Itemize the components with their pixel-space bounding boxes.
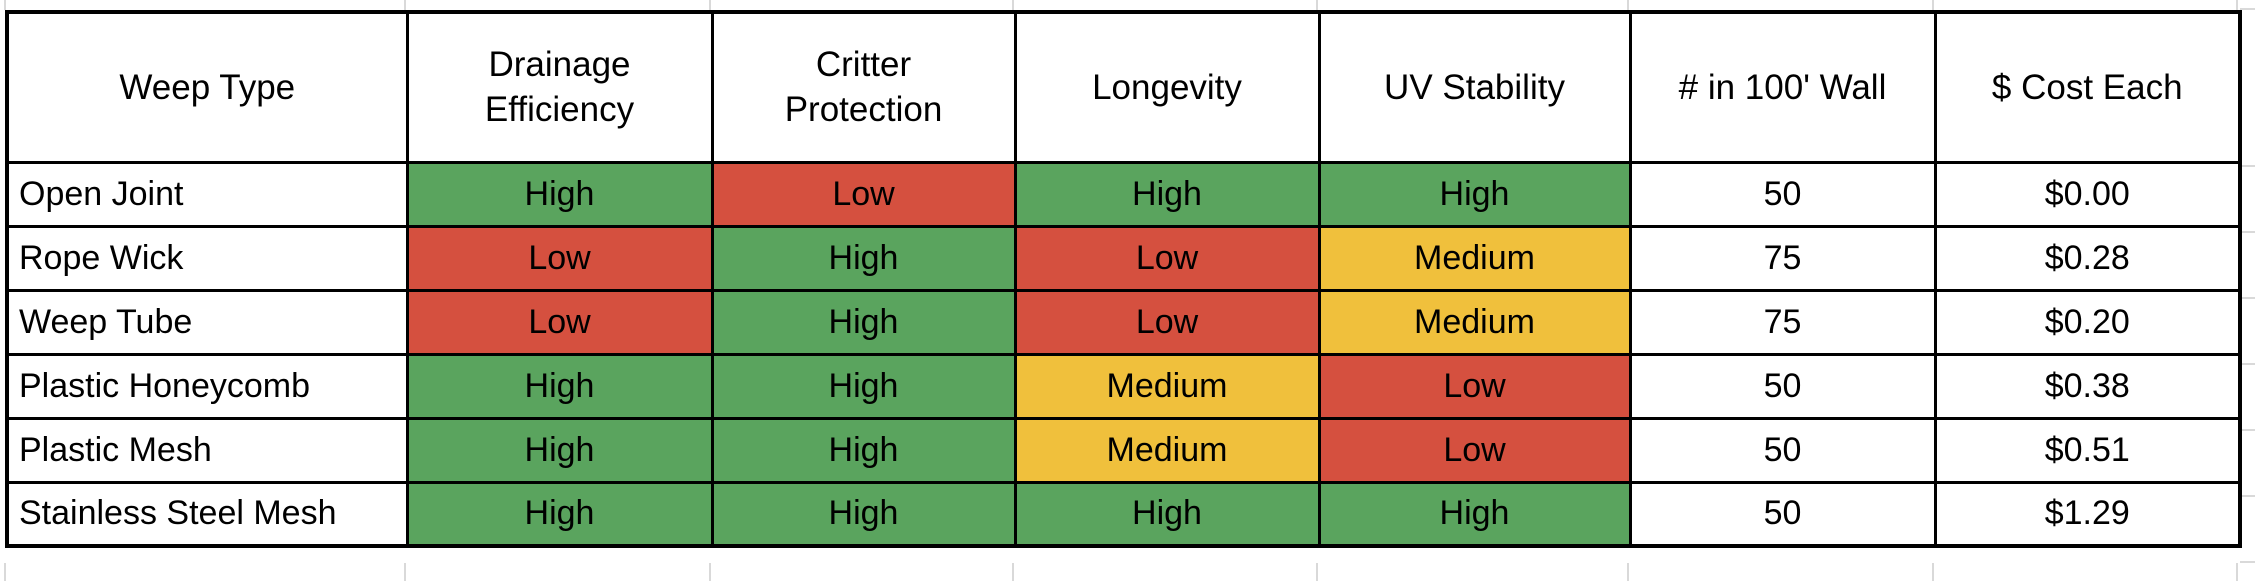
- weep-comparison-table: Weep Type Drainage Efficiency Critter Prot…: [5, 10, 2242, 548]
- cell-uv-stability[interactable]: Medium: [1317, 288, 1632, 356]
- spreadsheet-gridline: [1012, 0, 1014, 10]
- cell-longevity[interactable]: High: [1013, 160, 1321, 228]
- spreadsheet-gridline: [2240, 297, 2255, 299]
- cell-uv-stability[interactable]: Low: [1317, 416, 1632, 484]
- cell-weep-type[interactable]: Rope Wick: [5, 224, 409, 292]
- spreadsheet-gridline: [1012, 563, 1014, 581]
- cell-cost-each[interactable]: $1.29: [1933, 480, 2242, 548]
- cell-longevity[interactable]: Medium: [1013, 352, 1321, 420]
- table-row: Weep Tube Low High Low Medium 75 $0.20: [5, 288, 2242, 356]
- spreadsheet-gridline: [1316, 0, 1318, 10]
- cell-cost-each[interactable]: $0.00: [1933, 160, 2242, 228]
- cell-drainage-efficiency[interactable]: High: [405, 416, 714, 484]
- cell-weep-type[interactable]: Plastic Honeycomb: [5, 352, 409, 420]
- spreadsheet-gridline: [1932, 0, 1934, 10]
- header-num-in-100ft-wall[interactable]: # in 100' Wall: [1628, 10, 1937, 164]
- cell-longevity[interactable]: Low: [1013, 288, 1321, 356]
- cell-num-in-100ft-wall[interactable]: 75: [1628, 288, 1937, 356]
- spreadsheet-gridline: [1627, 563, 1629, 581]
- cell-num-in-100ft-wall[interactable]: 75: [1628, 224, 1937, 292]
- cell-longevity[interactable]: Medium: [1013, 416, 1321, 484]
- table-row: Plastic Honeycomb High High Medium Low 50 $0.3…: [5, 352, 2242, 420]
- spreadsheet-gridline: [709, 0, 711, 10]
- spreadsheet-gridline: [4, 0, 6, 10]
- cell-longevity[interactable]: Low: [1013, 224, 1321, 292]
- header-cost-each[interactable]: $ Cost Each: [1933, 10, 2242, 164]
- cell-longevity[interactable]: High: [1013, 480, 1321, 548]
- spreadsheet-gridline: [1316, 563, 1318, 581]
- header-row: Weep Type Drainage Efficiency Critter Prot…: [5, 10, 2242, 164]
- spreadsheet-gridline: [2240, 231, 2255, 233]
- cell-weep-type[interactable]: Stainless Steel Mesh: [5, 480, 409, 548]
- spreadsheet-gridline: [2240, 561, 2255, 563]
- cell-drainage-efficiency[interactable]: Low: [405, 288, 714, 356]
- cell-drainage-efficiency[interactable]: High: [405, 160, 714, 228]
- cell-num-in-100ft-wall[interactable]: 50: [1628, 416, 1937, 484]
- cell-critter-protection[interactable]: High: [710, 288, 1017, 356]
- spreadsheet-gridline: [2236, 0, 2238, 10]
- cell-uv-stability[interactable]: Low: [1317, 352, 1632, 420]
- cell-num-in-100ft-wall[interactable]: 50: [1628, 160, 1937, 228]
- spreadsheet-gridline: [1627, 0, 1629, 10]
- table-row: Open Joint High Low High High 50 $0.00: [5, 160, 2242, 228]
- header-critter-protection[interactable]: Critter Protection: [710, 10, 1017, 164]
- spreadsheet-gridline: [2240, 495, 2255, 497]
- table-body: Open Joint High Low High High 50 $0.00 Rope Wic…: [5, 160, 2242, 548]
- cell-critter-protection[interactable]: High: [710, 352, 1017, 420]
- cell-critter-protection[interactable]: Low: [710, 160, 1017, 228]
- spreadsheet-gridline: [2240, 429, 2255, 431]
- table-row: Rope Wick Low High Low Medium 75 $0.28: [5, 224, 2242, 292]
- spreadsheet-gridline: [2240, 363, 2255, 365]
- cell-drainage-efficiency[interactable]: High: [405, 480, 714, 548]
- cell-drainage-efficiency[interactable]: Low: [405, 224, 714, 292]
- cell-critter-protection[interactable]: High: [710, 224, 1017, 292]
- spreadsheet-gridline: [404, 563, 406, 581]
- header-uv-stability[interactable]: UV Stability: [1317, 10, 1632, 164]
- header-weep-type[interactable]: Weep Type: [5, 10, 409, 164]
- spreadsheet-gridline: [4, 563, 6, 581]
- spreadsheet-gridline: [2236, 563, 2238, 581]
- cell-drainage-efficiency[interactable]: High: [405, 352, 714, 420]
- cell-critter-protection[interactable]: High: [710, 480, 1017, 548]
- cell-critter-protection[interactable]: High: [710, 416, 1017, 484]
- cell-cost-each[interactable]: $0.51: [1933, 416, 2242, 484]
- cell-weep-type[interactable]: Open Joint: [5, 160, 409, 228]
- cell-weep-type[interactable]: Weep Tube: [5, 288, 409, 356]
- cell-num-in-100ft-wall[interactable]: 50: [1628, 480, 1937, 548]
- table-row: Stainless Steel Mesh High High High High 50 $1…: [5, 480, 2242, 548]
- cell-weep-type[interactable]: Plastic Mesh: [5, 416, 409, 484]
- spreadsheet-gridline: [404, 0, 406, 10]
- cell-cost-each[interactable]: $0.38: [1933, 352, 2242, 420]
- header-drainage-efficiency[interactable]: Drainage Efficiency: [405, 10, 714, 164]
- spreadsheet-gridline: [2240, 8, 2255, 10]
- cell-cost-each[interactable]: $0.20: [1933, 288, 2242, 356]
- table-row: Plastic Mesh High High Medium Low 50 $0.51: [5, 416, 2242, 484]
- cell-uv-stability[interactable]: Medium: [1317, 224, 1632, 292]
- header-longevity[interactable]: Longevity: [1013, 10, 1321, 164]
- spreadsheet-gridline: [2240, 165, 2255, 167]
- cell-cost-each[interactable]: $0.28: [1933, 224, 2242, 292]
- spreadsheet-gridline: [1932, 563, 1934, 581]
- cell-uv-stability[interactable]: High: [1317, 160, 1632, 228]
- spreadsheet-gridline: [709, 563, 711, 581]
- cell-num-in-100ft-wall[interactable]: 50: [1628, 352, 1937, 420]
- cell-uv-stability[interactable]: High: [1317, 480, 1632, 548]
